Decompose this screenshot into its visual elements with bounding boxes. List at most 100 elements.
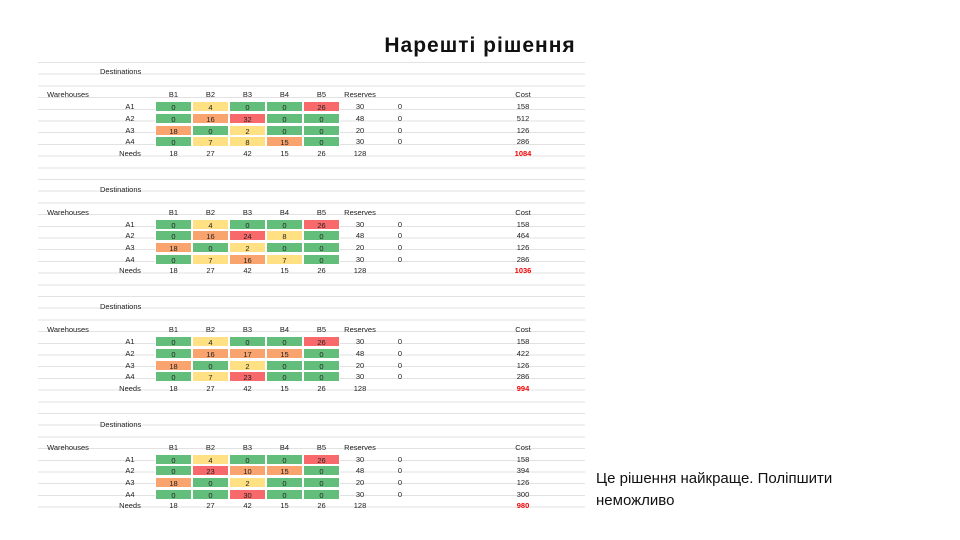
allocation-cell: 16 (192, 347, 229, 359)
allocation-cell: 0 (303, 124, 340, 136)
allocation-cell: 4 (192, 453, 229, 465)
extra-cell: 0 (397, 348, 403, 358)
column-header: B2 (205, 90, 216, 100)
row-label: A1 (125, 337, 135, 347)
reserve-cell: 30 (355, 102, 365, 112)
destinations-label: Destinations (100, 67, 142, 76)
column-header: B5 (316, 442, 327, 452)
destinations-label: Destinations (100, 302, 142, 311)
row-label: A3 (125, 243, 135, 252)
cost-cell: 286 (516, 137, 530, 147)
allocation-cell: 0 (155, 371, 192, 383)
allocation-cell: 2 (229, 242, 266, 253)
total-cost: 980 (516, 501, 530, 511)
cost-cell: 158 (516, 102, 530, 112)
allocation-cell: 0 (266, 124, 303, 136)
allocation-cell: 24 (229, 230, 266, 242)
allocation-cell: 0 (155, 218, 192, 230)
needs-label: Needs (119, 383, 141, 393)
allocation-cell: 0 (192, 242, 229, 253)
row-label: A4 (125, 489, 135, 499)
allocation-cell: 0 (266, 453, 303, 465)
allocation-cell: 4 (192, 101, 229, 113)
cost-cell: 286 (516, 254, 530, 264)
allocation-cell: 0 (266, 359, 303, 371)
allocation-cell: 17 (229, 347, 266, 359)
row-label: A4 (125, 137, 135, 147)
needs-cell: 15 (280, 266, 289, 276)
total-cost: 1084 (514, 148, 532, 158)
reserve-cell: 48 (355, 113, 365, 123)
allocation-cell: 0 (229, 218, 266, 230)
allocation-cell: 0 (192, 359, 229, 371)
caption: Це рішення найкраще. Поліпшити неможливо (596, 470, 833, 509)
total-cost: 994 (516, 383, 530, 393)
allocation-cell: 26 (303, 218, 340, 230)
reserves-header: Reserves (344, 325, 376, 335)
reserve-cell: 30 (355, 372, 365, 382)
row-label: A2 (125, 466, 135, 476)
extra-cell: 0 (397, 113, 403, 123)
row-label: A2 (125, 113, 135, 123)
allocation-cell: 0 (303, 230, 340, 242)
extra-cell: 0 (397, 231, 403, 241)
allocation-cell: 0 (266, 488, 303, 500)
allocation-cell: 30 (229, 488, 266, 500)
allocation-cell: 0 (266, 218, 303, 230)
cost-cell: 464 (516, 231, 530, 241)
extra-cell: 0 (397, 466, 403, 476)
reserves-header: Reserves (344, 207, 376, 217)
column-header: B5 (316, 325, 327, 335)
column-header: B3 (242, 90, 253, 100)
allocation-cell: 10 (229, 465, 266, 477)
allocation-cell: 23 (229, 371, 266, 383)
needs-cell: 27 (206, 148, 215, 158)
allocation-cell: 4 (192, 336, 229, 348)
cost-cell: 422 (516, 348, 530, 358)
reserves-header: Reserves (344, 90, 376, 100)
allocation-cell: 0 (155, 253, 192, 265)
allocation-cell: 0 (303, 465, 340, 477)
allocation-cell: 0 (266, 242, 303, 253)
cost-header: Cost (515, 442, 531, 452)
allocation-cell: 7 (192, 253, 229, 265)
row-label: A3 (125, 360, 135, 370)
column-header: B1 (168, 442, 179, 452)
extra-cell: 0 (397, 254, 403, 264)
allocation-cell: 0 (192, 477, 229, 488)
destinations-label: Destinations (100, 184, 142, 194)
extra-cell: 0 (397, 454, 403, 464)
allocation-cell: 18 (155, 477, 192, 488)
reserve-cell: 20 (355, 478, 365, 487)
warehouses-label: Warehouses (47, 90, 89, 100)
needs-cell: 42 (243, 383, 252, 393)
allocation-cell: 0 (303, 136, 340, 148)
cost-cell: 158 (516, 219, 530, 229)
allocation-cell: 0 (266, 336, 303, 348)
extra-cell: 0 (397, 478, 403, 487)
needs-cell: 27 (206, 501, 215, 511)
column-header: B3 (242, 442, 253, 452)
allocation-cell: 0 (155, 465, 192, 477)
extra-cell: 0 (397, 489, 403, 499)
extra-cell: 0 (397, 360, 403, 370)
allocation-cell: 16 (229, 253, 266, 265)
row-label: A4 (125, 254, 135, 264)
allocation-cell: 0 (155, 347, 192, 359)
allocation-cell: 0 (266, 112, 303, 124)
column-header: B4 (279, 325, 290, 335)
allocation-cell: 0 (303, 112, 340, 124)
reserve-cell: 20 (355, 243, 365, 252)
column-header: B3 (242, 207, 253, 217)
allocation-cell: 2 (229, 477, 266, 488)
needs-cell: 27 (206, 383, 215, 393)
column-header: B4 (279, 442, 290, 452)
extra-cell: 0 (397, 137, 403, 147)
extra-cell: 0 (397, 243, 403, 252)
allocation-cell: 0 (303, 488, 340, 500)
needs-cell: 15 (280, 148, 289, 158)
allocation-cell: 0 (303, 242, 340, 253)
extra-cell: 0 (397, 337, 403, 347)
allocation-cell: 7 (266, 253, 303, 265)
